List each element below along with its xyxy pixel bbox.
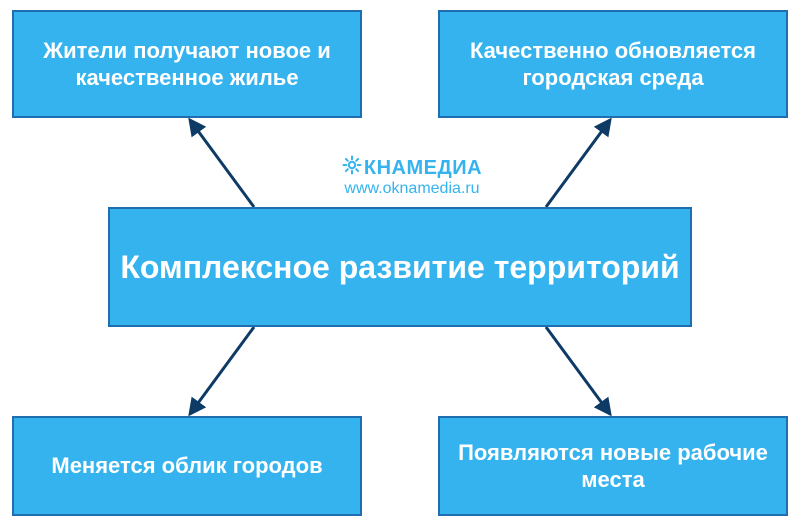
watermark-brand-text: КНАМЕДИА (364, 157, 482, 179)
arrow (190, 120, 254, 207)
outer-node-label: Появляются новые рабочие места (450, 439, 776, 494)
outer-node-label: Жители получают новое и качественное жил… (24, 37, 350, 92)
arrow (546, 327, 610, 414)
outer-node-label: Качественно обновляется городская среда (450, 37, 776, 92)
watermark-brand: КНАМЕДИА (322, 155, 502, 180)
outer-node-tr: Качественно обновляется городская среда (438, 10, 788, 118)
center-node-label: Комплексное развитие территорий (120, 247, 679, 287)
sun-icon (342, 155, 362, 180)
outer-node-bl: Меняется облик городов (12, 416, 362, 516)
center-node: Комплексное развитие территорий (108, 207, 692, 327)
outer-node-tl: Жители получают новое и качественное жил… (12, 10, 362, 118)
watermark: КНАМЕДИА www.oknamedia.ru (322, 155, 502, 198)
arrow (190, 327, 254, 414)
outer-node-label: Меняется облик городов (51, 452, 322, 480)
outer-node-br: Появляются новые рабочие места (438, 416, 788, 516)
watermark-url: www.oknamedia.ru (322, 180, 502, 198)
arrow (546, 120, 610, 207)
